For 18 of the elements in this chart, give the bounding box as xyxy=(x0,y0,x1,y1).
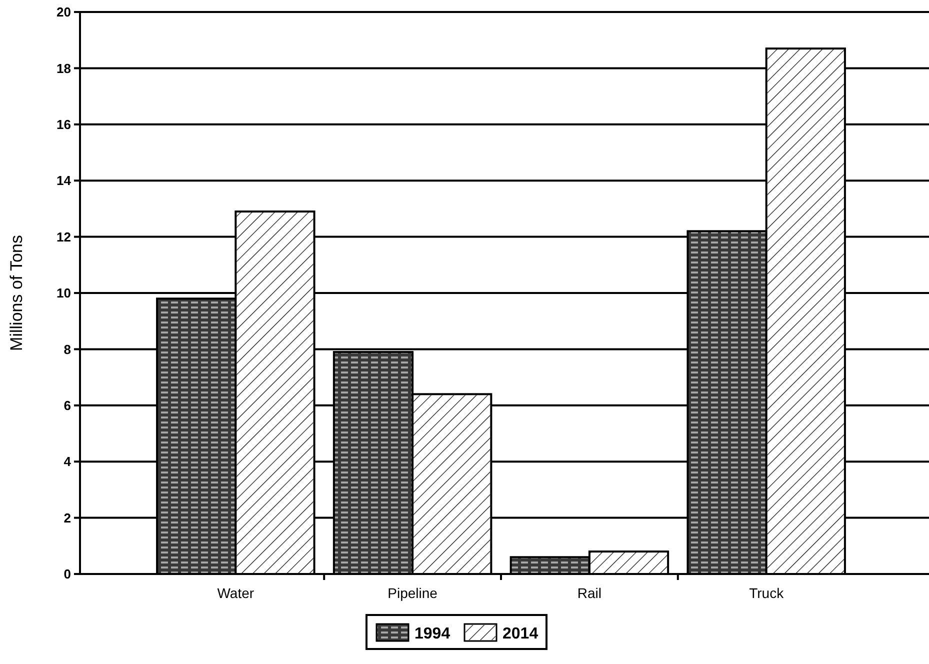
y-tick-label: 14 xyxy=(56,173,72,188)
x-tick-label: Pipeline xyxy=(388,585,438,601)
y-tick-label: 4 xyxy=(64,454,72,470)
y-tick-label: 2 xyxy=(64,510,71,526)
y-tick-label: 12 xyxy=(56,229,71,244)
y-tick-label: 6 xyxy=(64,398,71,413)
x-tick-label: Truck xyxy=(749,585,785,601)
y-tick-label: 18 xyxy=(56,60,71,76)
y-tick-label: 0 xyxy=(64,566,71,582)
y-tick-label: 8 xyxy=(64,342,71,357)
y-tick-label: 20 xyxy=(56,4,71,20)
x-tick-label: Water xyxy=(217,585,254,601)
y-axis-title: Millions of Tons xyxy=(7,235,26,351)
y-tick-label: 16 xyxy=(56,116,71,132)
legend-label: 2014 xyxy=(502,626,538,643)
y-tick-label: 10 xyxy=(56,286,71,301)
legend-label: 1994 xyxy=(414,626,450,643)
x-tick-label: Rail xyxy=(577,585,602,601)
